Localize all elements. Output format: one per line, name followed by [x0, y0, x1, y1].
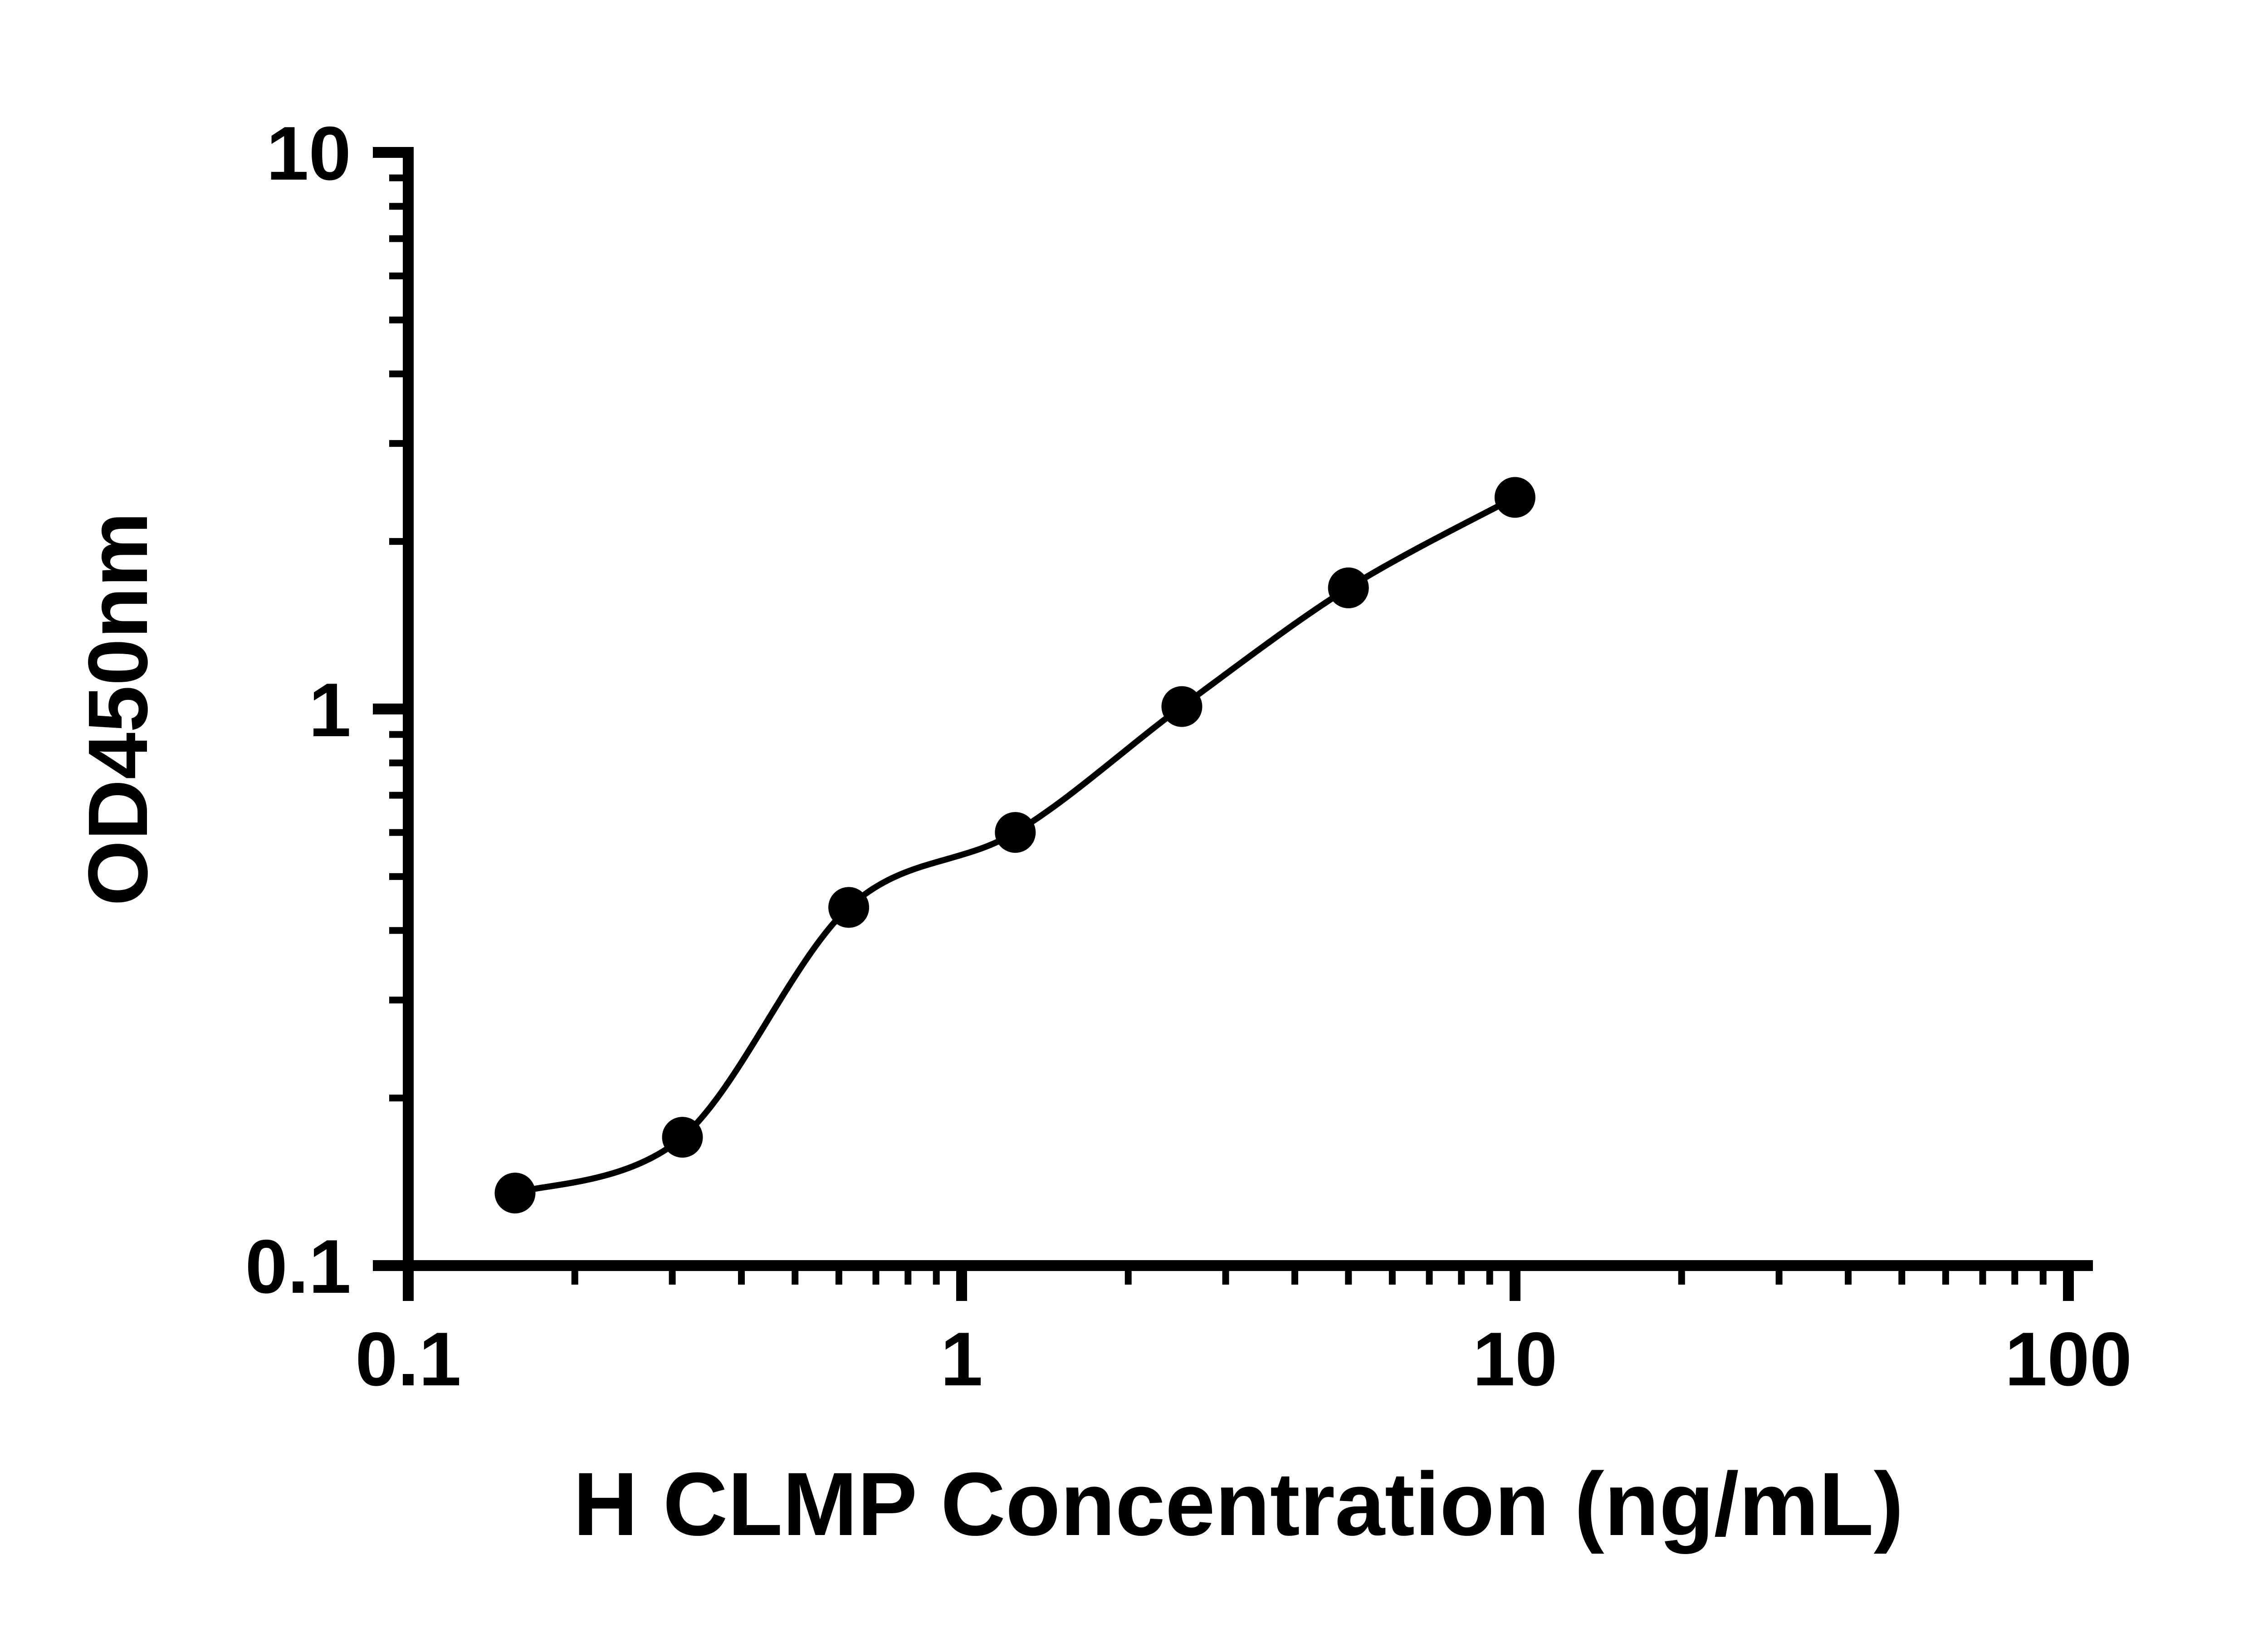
data-point-marker — [494, 1173, 536, 1214]
axis-lines — [403, 147, 2093, 1271]
x-tick-label: 1 — [940, 1316, 982, 1402]
series — [494, 477, 1535, 1214]
x-axis-title: H CLMP Concentration (ng/mL) — [573, 1454, 1903, 1554]
y-tick-label: 10 — [266, 111, 351, 196]
data-point-marker — [1328, 567, 1369, 608]
x-tick-label: 10 — [1473, 1316, 1558, 1402]
y-tick-label: 1 — [309, 667, 351, 753]
data-point-marker — [662, 1117, 703, 1158]
data-point-marker — [995, 812, 1036, 853]
data-point-marker — [1494, 477, 1535, 518]
axes: 0.1 1 10 100 0.1 1 10 — [245, 111, 2132, 1402]
x-tick-label: 0.1 — [355, 1316, 461, 1402]
y-tick-label: 0.1 — [245, 1224, 351, 1309]
data-point-marker — [1161, 686, 1202, 727]
x-tick-label: 100 — [2005, 1316, 2132, 1402]
y-axis-title: OD450nm — [71, 512, 165, 906]
data-point-marker — [828, 887, 870, 928]
